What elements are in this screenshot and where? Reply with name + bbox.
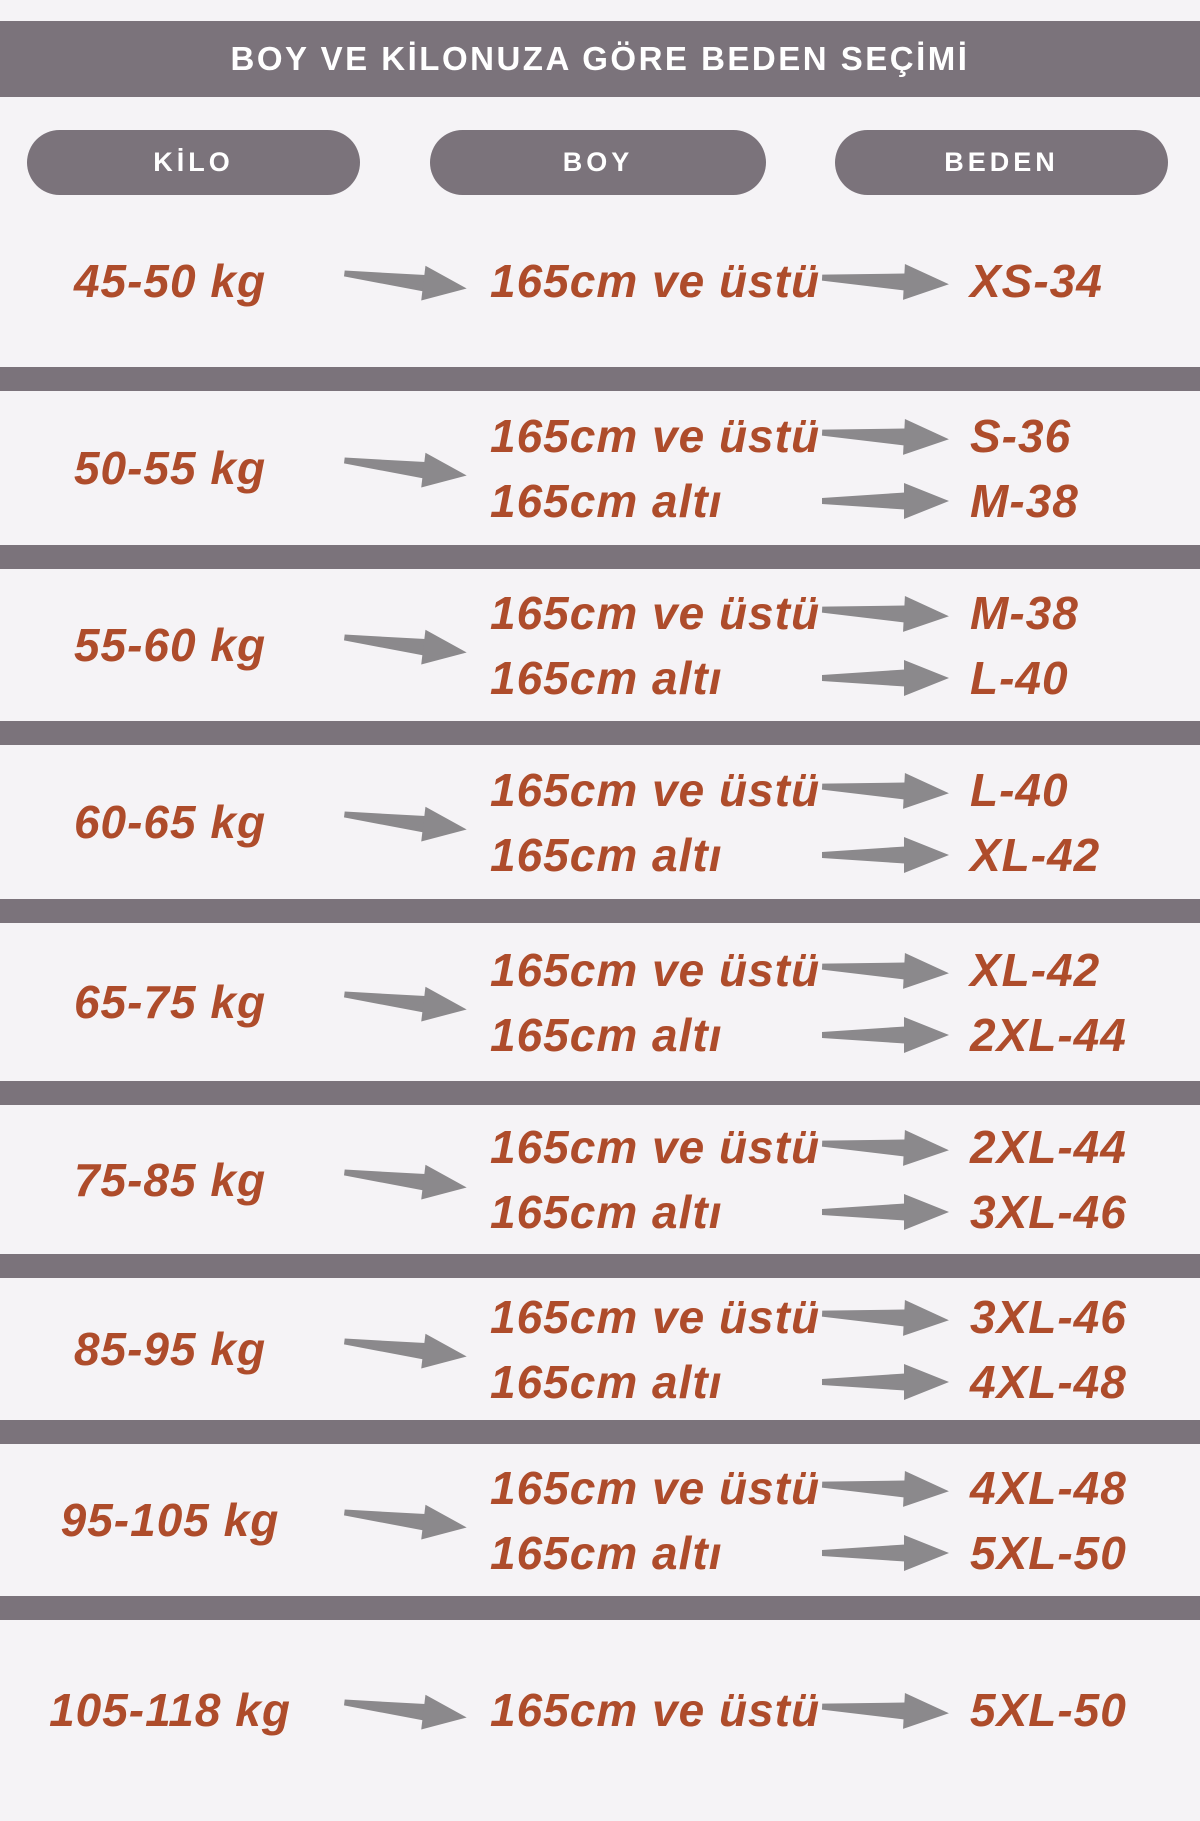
height-to-size-arrow-icon [815,478,970,524]
kg-to-height-arrow-icon [340,799,490,845]
height-to-size-arrow-icon [815,1687,970,1733]
column-pill-kilo: KİLO [27,130,360,195]
kg-to-height-arrow-icon [340,1326,490,1372]
weight-label: 60-65 kg [73,796,267,848]
weight-label: 75-85 kg [73,1153,267,1206]
height-to-size-arrow-icon [815,258,970,304]
size-label: XS-34 [970,255,1103,307]
weight-row: 75-85 kg 165cm ve üstü 2XL-44 165cm altı 3XL… [0,1105,1200,1254]
weight-label: 95-105 kg [60,1494,280,1546]
height-label: 165cm ve üstü [490,1684,821,1736]
kg-to-height-arrow-icon [340,1497,490,1543]
height-label: 165cm altı [490,651,723,704]
column-pill-beden: BEDEN [835,130,1168,195]
size-label: 3XL-46 [970,1290,1127,1343]
size-label: 4XL-48 [970,1461,1127,1514]
row-divider [0,899,1200,923]
height-label: 165cm altı [490,828,723,881]
weight-row: 55-60 kg 165cm ve üstü M-38 165cm altı L-40 [0,569,1200,721]
height-label: 165cm ve üstü [490,1461,821,1514]
height-label: 165cm ve üstü [490,586,821,639]
size-label: 3XL-46 [970,1186,1127,1238]
kg-to-height-arrow-icon [340,258,490,304]
size-label: 2XL-44 [970,1008,1127,1061]
row-divider [0,721,1200,745]
height-label: 165cm altı [490,1008,723,1061]
height-label: 165cm altı [490,1526,723,1579]
row-divider [0,545,1200,569]
size-label: M-38 [970,474,1079,527]
height-to-size-arrow-icon [815,1359,970,1405]
size-chart-page: { "header": { "title": "BOY VE KİLONUZA … [0,21,1200,1821]
row-divider [0,367,1200,391]
size-label: L-40 [970,651,1069,704]
size-label: 4XL-48 [970,1355,1127,1408]
size-label: 5XL-50 [970,1684,1127,1736]
height-label: 165cm ve üstü [490,255,821,307]
kg-to-height-arrow-icon [340,445,490,491]
size-label: L-40 [970,763,1069,816]
row-divider [0,1254,1200,1278]
height-to-size-arrow-icon [815,1294,970,1340]
size-label: 2XL-44 [970,1121,1127,1173]
height-label: 165cm ve üstü [490,1121,821,1173]
height-to-size-arrow-icon [815,1124,970,1170]
weight-row: 95-105 kg 165cm ve üstü 4XL-48 165cm altı 5X… [0,1444,1200,1596]
weight-label: 105-118 kg [49,1684,291,1736]
height-to-size-arrow-icon [815,590,970,636]
weight-row: 50-55 kg 165cm ve üstü S-36 165cm altı M-38 [0,391,1200,545]
weight-row: 85-95 kg 165cm ve üstü 3XL-46 165cm altı 4XL… [0,1278,1200,1420]
row-divider [0,1596,1200,1620]
page-title: BOY VE KİLONUZA GÖRE BEDEN SEÇİMİ [230,40,970,77]
height-to-size-arrow-icon [815,832,970,878]
column-headers: KİLO BOY BEDEN [0,130,1200,195]
height-to-size-arrow-icon [815,1012,970,1058]
weight-row: 60-65 kg 165cm ve üstü L-40 165cm altı XL-42 [0,745,1200,899]
height-to-size-arrow-icon [815,767,970,813]
size-label: 5XL-50 [970,1526,1127,1579]
column-pill-boy: BOY [430,130,766,195]
height-to-size-arrow-icon [815,1189,970,1235]
height-to-size-arrow-icon [815,413,970,459]
kg-to-height-arrow-icon [340,979,490,1025]
row-divider [0,1081,1200,1105]
kg-to-height-arrow-icon [340,1687,490,1733]
height-to-size-arrow-icon [815,655,970,701]
weight-label: 85-95 kg [73,1323,267,1375]
size-table: 45-50 kg 165cm ve üstü XS-34 50-55 kg 165cm … [0,195,1200,1800]
weight-label: 55-60 kg [73,619,267,671]
height-to-size-arrow-icon [815,1465,970,1511]
height-label: 165cm ve üstü [490,943,821,996]
height-label: 165cm altı [490,474,723,527]
weight-label: 65-75 kg [73,976,267,1028]
size-label: S-36 [970,409,1072,462]
height-label: 165cm ve üstü [490,1290,821,1343]
kg-to-height-arrow-icon [340,622,490,668]
weight-label: 45-50 kg [73,255,267,307]
height-label: 165cm ve üstü [490,763,821,816]
size-label: XL-42 [970,943,1101,996]
size-label: M-38 [970,586,1079,639]
kg-to-height-arrow-icon [340,1157,490,1203]
weight-row: 105-118 kg 165cm ve üstü 5XL-50 [0,1620,1200,1800]
weight-row: 45-50 kg 165cm ve üstü XS-34 [0,195,1200,367]
height-label: 165cm altı [490,1186,723,1238]
row-divider [0,1420,1200,1444]
height-label: 165cm altı [490,1355,723,1408]
weight-row: 65-75 kg 165cm ve üstü XL-42 165cm altı 2XL-… [0,923,1200,1081]
header-bar: BOY VE KİLONUZA GÖRE BEDEN SEÇİMİ [0,21,1200,97]
size-label: XL-42 [970,828,1101,881]
height-to-size-arrow-icon [815,1530,970,1576]
weight-label: 50-55 kg [73,442,267,494]
height-label: 165cm ve üstü [490,409,821,462]
height-to-size-arrow-icon [815,947,970,993]
